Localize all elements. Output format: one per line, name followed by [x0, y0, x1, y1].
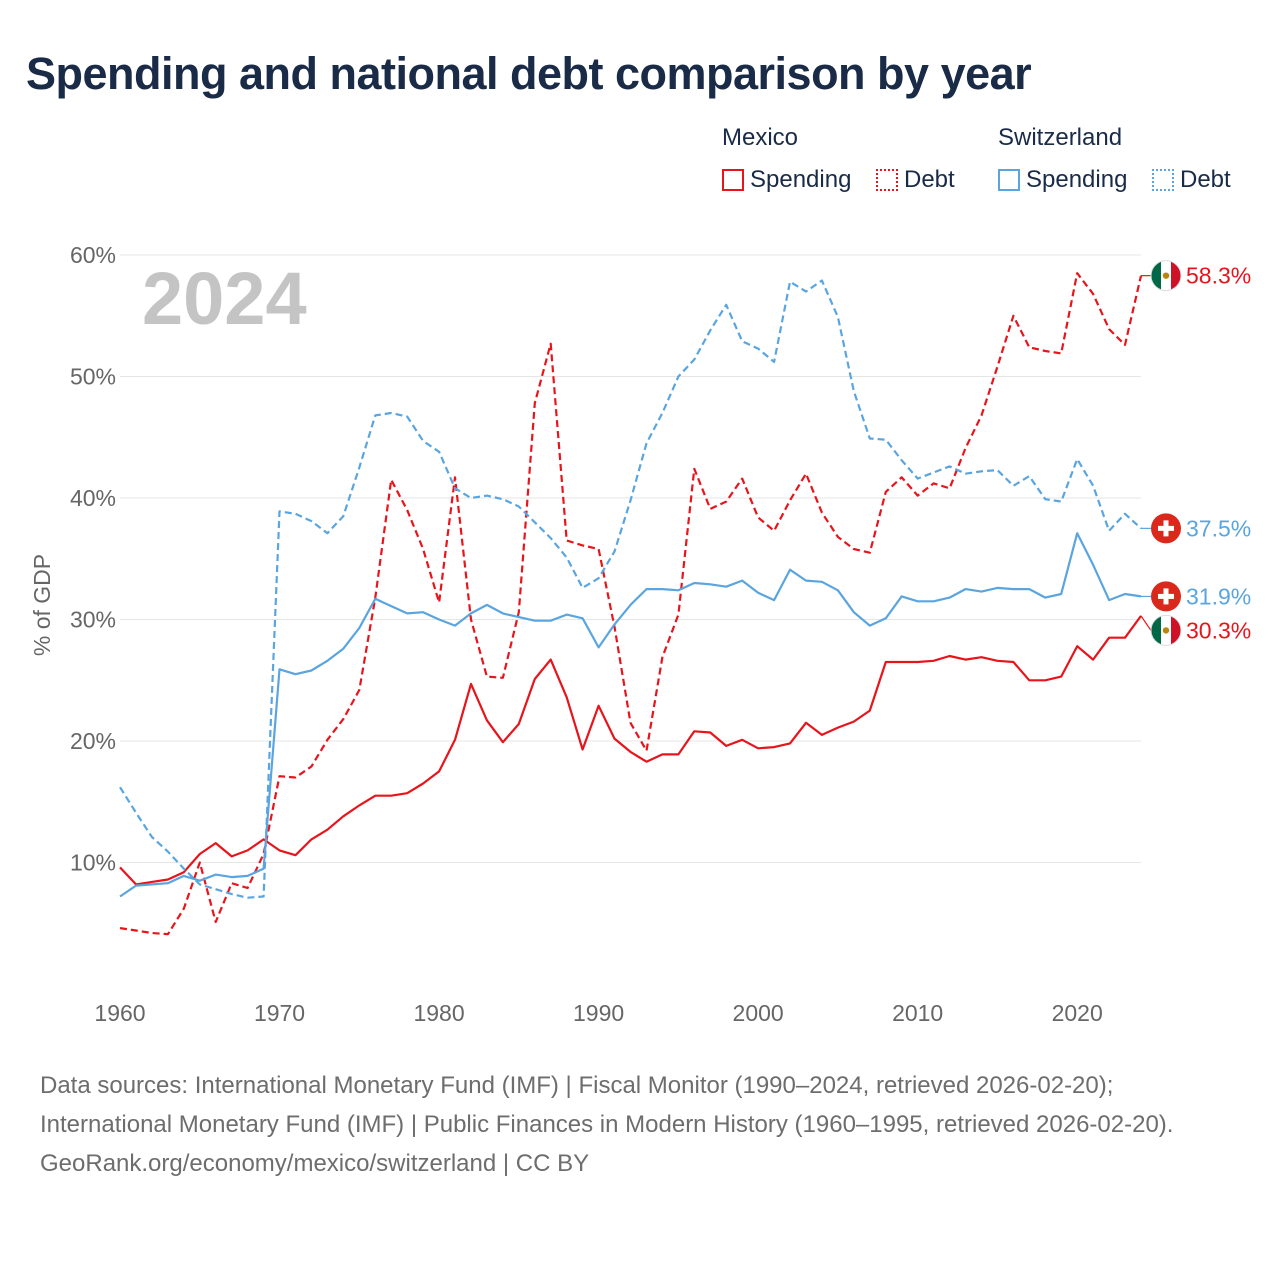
legend-swatch-dotted-icon: [1152, 169, 1174, 191]
y-axis: 10% 20% 30% 40% 50% 60%: [70, 242, 116, 876]
chart-title: Spending and national debt comparison by…: [26, 48, 1032, 99]
end-value-label: 31.9%: [1186, 583, 1251, 609]
legend-swatch-solid-icon: [722, 169, 744, 191]
line-chart: 10% 20% 30% 40% 50% 60% 1960 1970 1980 1990 2000 2…: [29, 242, 1251, 1026]
x-tick-label: 1990: [573, 1000, 624, 1026]
legend-mexico-debt[interactable]: Debt: [876, 166, 955, 194]
legend-label: Debt: [904, 166, 955, 193]
data-sources: Data sources: International Monetary Fun…: [40, 1072, 1174, 1138]
legend-label: Debt: [1180, 166, 1231, 193]
legend-label: Spending: [750, 166, 852, 193]
x-tick-label: 1960: [94, 1000, 145, 1026]
mexico-spending-line: [119, 615, 1142, 886]
end-labels: 58.3% 37.5% 31.9% 30.3%: [1140, 260, 1251, 646]
footer: Data sources: International Monetary Fun…: [40, 1066, 1240, 1183]
legend-switzerland-spending[interactable]: Spending: [998, 166, 1127, 194]
switzerland-flag-icon: [1151, 513, 1181, 544]
switzerland-debt-line: [119, 279, 1142, 899]
y-tick-label: 50%: [70, 364, 116, 390]
switzerland-flag-icon: [1151, 581, 1181, 612]
legend-mexico-heading: Mexico: [722, 124, 799, 151]
legend-switzerland-heading: Switzerland: [998, 124, 1123, 151]
x-tick-label: 1970: [254, 1000, 305, 1026]
legend-label: Spending: [1026, 166, 1128, 193]
end-value-label: 30.3%: [1186, 617, 1251, 643]
series-lines: [119, 272, 1143, 936]
legend-switzerland-debt[interactable]: Debt: [1152, 166, 1231, 194]
year-watermark: 2024: [142, 257, 307, 340]
x-tick-label: 2000: [733, 1000, 784, 1026]
y-tick-label: 30%: [70, 607, 116, 633]
y-tick-label: 60%: [70, 242, 116, 268]
end-value-label: 58.3%: [1186, 263, 1251, 289]
x-tick-label: 1980: [413, 1000, 464, 1026]
y-tick-label: 10%: [70, 850, 116, 876]
mexico-flag-icon: [1150, 260, 1182, 292]
legend-swatch-solid-icon: [998, 169, 1020, 191]
mexico-flag-icon: [1150, 614, 1182, 646]
credit-link[interactable]: GeoRank.org/economy/mexico/switzerland |…: [40, 1150, 590, 1177]
y-axis-label: % of GDP: [29, 554, 55, 656]
legend-mexico-spending[interactable]: Spending: [722, 166, 851, 194]
end-value-label: 37.5%: [1186, 515, 1251, 541]
x-tick-label: 2010: [892, 1000, 943, 1026]
x-tick-label: 2020: [1052, 1000, 1103, 1026]
gridlines: [120, 254, 1141, 863]
y-tick-label: 20%: [70, 728, 116, 754]
leader-line: [1140, 615, 1152, 631]
mexico-debt-line: [119, 272, 1143, 936]
switzerland-spending-line: [119, 532, 1142, 898]
legend-swatch-dotted-icon: [876, 169, 898, 191]
x-axis: 1960 1970 1980 1990 2000 2010 2020: [94, 1000, 1102, 1026]
y-tick-label: 40%: [70, 485, 116, 511]
